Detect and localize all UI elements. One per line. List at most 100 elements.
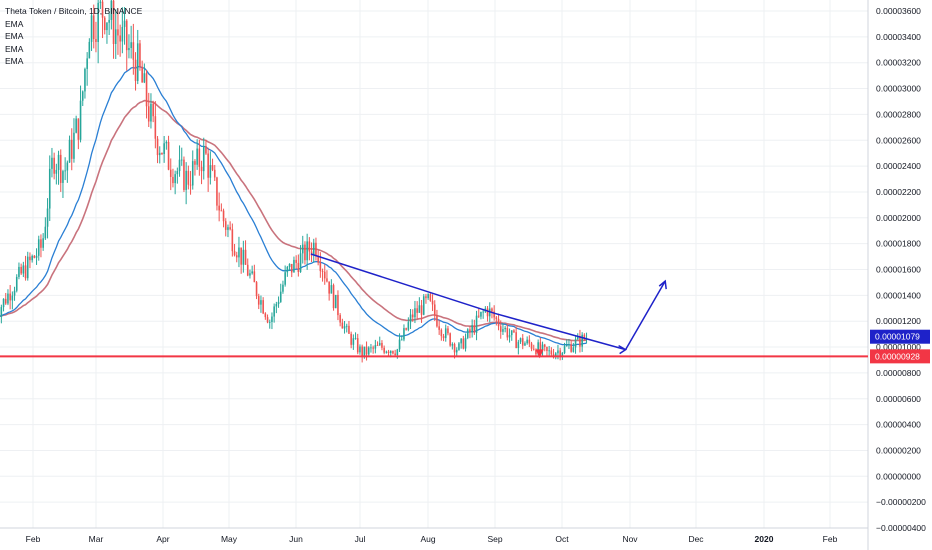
candle-body [334, 294, 337, 309]
candle-body [224, 221, 227, 230]
candle-body [532, 348, 535, 350]
y-tick-label: 0.00003600 [876, 6, 921, 16]
candle-body [328, 281, 330, 294]
candle-body [528, 339, 531, 344]
indicator-ema-4[interactable]: EMA [5, 56, 24, 66]
candle-body [271, 316, 273, 322]
candle-body [576, 336, 579, 340]
y-tick-label: −0.00000200 [876, 497, 926, 507]
x-tick-label: 2020 [755, 534, 774, 544]
candle-body [323, 271, 326, 279]
candle-body [167, 141, 170, 170]
candle-body [282, 284, 284, 292]
candle-body [361, 346, 363, 357]
candle-body [86, 58, 88, 69]
last-price-label: 0.00001079 [875, 332, 920, 342]
candle-body [139, 43, 141, 67]
candle-body [200, 166, 203, 172]
indicator-ema-3[interactable]: EMA [5, 43, 24, 54]
candle-body [222, 210, 225, 222]
candle-body [293, 259, 295, 273]
candle-body [191, 161, 194, 186]
candle-body [48, 168, 51, 209]
indicator-ema-2[interactable]: EMA [5, 31, 24, 41]
candle-body [75, 118, 77, 133]
candle-body [108, 19, 110, 23]
candle-body [77, 118, 80, 140]
candle-body [103, 17, 106, 31]
candle-body [297, 262, 300, 272]
candle-body [150, 103, 152, 122]
candle-body [255, 282, 258, 297]
indicator-ema-1[interactable]: EMA [5, 18, 24, 29]
candle-body [495, 317, 498, 319]
candle-body [530, 343, 533, 349]
candle-body [268, 321, 271, 323]
candle-body [301, 244, 304, 254]
candle-body [165, 141, 168, 144]
candle-body [389, 350, 392, 354]
y-tick-label: 0.00001200 [876, 316, 921, 326]
projection-arrow-head-2 [658, 279, 667, 290]
candle-body [526, 339, 528, 344]
candle-body [273, 306, 275, 317]
candle-body [409, 314, 412, 323]
projection-arrow[interactable] [624, 280, 666, 351]
candle-body [189, 184, 192, 186]
y-tick-label: 0.00000800 [876, 368, 921, 378]
candle-body [207, 153, 209, 178]
candle-body [477, 315, 480, 317]
candle-body [317, 256, 319, 263]
candle-body [242, 249, 245, 265]
candle-body [172, 176, 174, 184]
candle-body [464, 337, 467, 349]
candle-body [220, 210, 223, 212]
y-tick-label: 0.00000200 [876, 445, 921, 455]
candle-body [20, 266, 22, 274]
candle-body [559, 350, 561, 357]
candle-body [18, 266, 20, 277]
candle-body [519, 338, 522, 342]
candle-body [299, 253, 302, 272]
candle-body [249, 273, 251, 276]
support-price-label: 0.00000928 [875, 351, 920, 361]
x-tick-label: Sep [487, 534, 502, 544]
candle-body [363, 346, 366, 357]
candle-body [499, 326, 502, 332]
candle-body [176, 171, 179, 175]
candle-body [442, 336, 445, 339]
trendline[interactable] [310, 253, 496, 315]
candle-body [183, 159, 185, 190]
candle-body [447, 328, 449, 334]
candle-body [174, 174, 176, 184]
candle-body [561, 352, 564, 357]
candle-body [414, 308, 416, 318]
candle-body [37, 239, 40, 256]
candle-body [339, 315, 341, 323]
candle-body [130, 42, 132, 48]
candle-body [15, 276, 18, 291]
candle-body [44, 226, 47, 239]
trendline-extension[interactable] [494, 312, 626, 351]
candle-body [216, 177, 218, 206]
candle-body [378, 342, 381, 346]
candle-body [185, 170, 187, 190]
candle-body [205, 146, 207, 154]
y-tick-label: 0.00000600 [876, 394, 921, 404]
candle-body [376, 345, 379, 346]
candle-body [460, 338, 462, 344]
candle-body [453, 344, 456, 353]
candle-body [196, 148, 198, 165]
candle-body [444, 328, 447, 339]
candle-body [407, 322, 410, 330]
candle-body [161, 152, 163, 154]
candle-body [187, 170, 190, 185]
candle-body [370, 347, 372, 349]
candle-body [517, 341, 520, 349]
candle-body [194, 161, 196, 165]
candle-body [521, 338, 524, 346]
candle-body [581, 334, 583, 347]
candle-body [405, 328, 407, 330]
x-tick-label: Feb [823, 534, 838, 544]
